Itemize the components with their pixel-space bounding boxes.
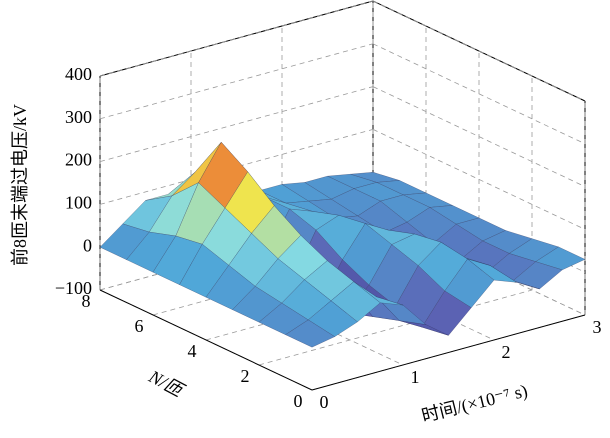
y-tick-label: 4 <box>188 341 197 361</box>
z-tick-label: 100 <box>65 193 92 213</box>
grid-line <box>372 0 586 102</box>
y-axis-label: N/匝 <box>145 366 189 402</box>
box-edge <box>99 289 313 391</box>
z-tick-label: −100 <box>55 278 92 298</box>
y-tick-label: 8 <box>82 291 91 311</box>
z-tick-label: 300 <box>65 107 92 127</box>
z-tick-label: 0 <box>83 235 92 255</box>
x-tick-label: 3 <box>593 317 602 337</box>
grid-line <box>99 86 374 162</box>
y-tick-label: 6 <box>135 316 144 336</box>
z-tick-label: 200 <box>65 150 92 170</box>
z-tick-label: 400 <box>65 64 92 84</box>
grid-line <box>99 129 374 205</box>
x-tick-label: 2 <box>502 342 511 362</box>
x-axis-label: 时间/(×10⁻⁷ s) <box>420 380 530 427</box>
z-axis-label: 前8匝末端过电压/kV <box>10 104 30 266</box>
surface-patch <box>285 319 336 348</box>
x-tick-label: 0 <box>320 392 329 412</box>
box-edge <box>311 314 586 391</box>
grid-line <box>99 43 374 120</box>
x-tick-label: 1 <box>411 367 420 387</box>
y-tick-label: 2 <box>241 366 250 386</box>
grid-line <box>99 0 374 77</box>
y-tick-label: 0 <box>294 391 303 411</box>
grid-line <box>258 289 533 366</box>
